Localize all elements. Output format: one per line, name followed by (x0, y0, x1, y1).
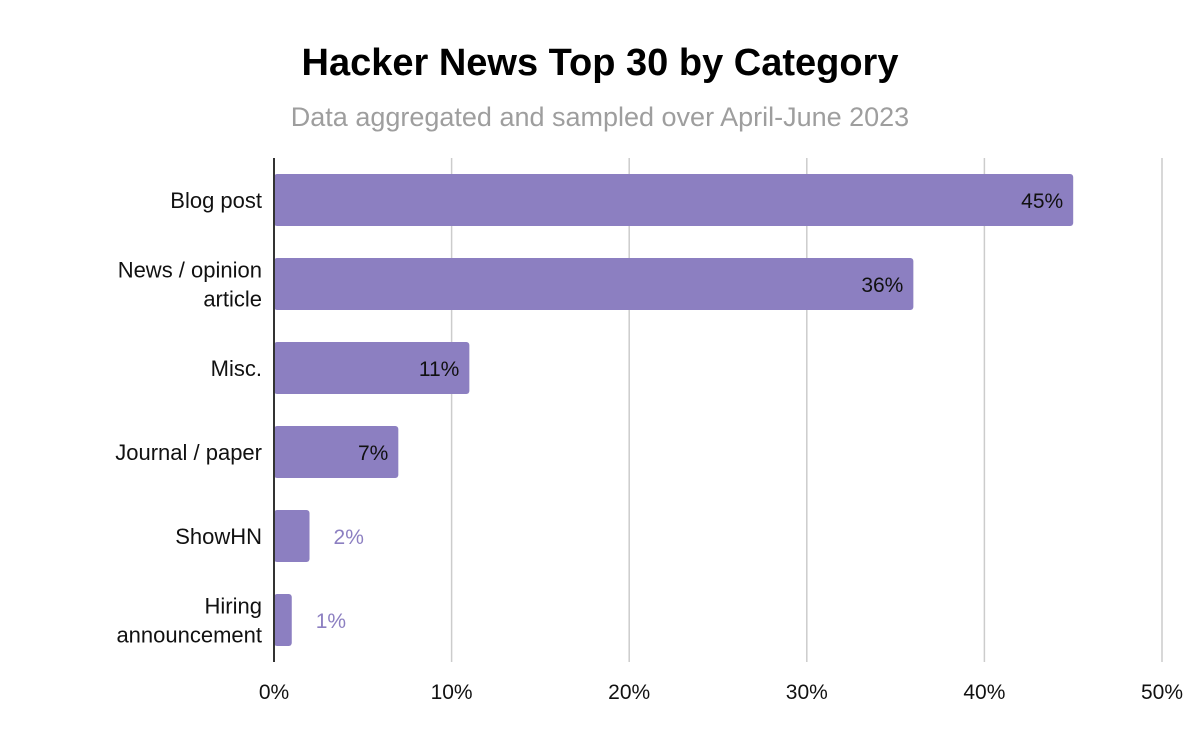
bar (274, 594, 292, 646)
x-tick-label: 30% (786, 681, 828, 704)
x-tick-label: 10% (431, 681, 473, 704)
bar-value-label: 45% (1021, 190, 1063, 213)
chart-title: Hacker News Top 30 by Category (302, 42, 899, 84)
bar (274, 426, 399, 478)
bar (274, 510, 310, 562)
bar-value-label: 36% (861, 274, 903, 297)
x-tick-label: 20% (608, 681, 650, 704)
category-label: News / opinion article (118, 258, 262, 312)
x-tick-label: 0% (259, 681, 289, 704)
category-label: ShowHN (175, 524, 262, 549)
x-tick-label: 40% (963, 681, 1005, 704)
bar (274, 258, 914, 310)
bar (274, 174, 1074, 226)
category-label: Hiring announcement (116, 594, 262, 648)
bars: 45% 36% 11% 7% 2% 1% (274, 174, 1074, 646)
category-label: Journal / paper (115, 440, 262, 465)
x-tick-labels: 0% 10% 20% 30% 40% 50% (259, 681, 1183, 704)
chart-subtitle: Data aggregated and sampled over April-J… (291, 102, 909, 132)
bar-value-label: 1% (316, 610, 346, 633)
x-tick-label: 50% (1141, 681, 1183, 704)
bar-value-label: 2% (334, 526, 364, 549)
category-label: Misc. (211, 356, 262, 381)
bar (274, 342, 470, 394)
gridlines (450, 158, 1163, 662)
bar-value-label: 7% (358, 442, 388, 465)
category-label: Blog post (170, 188, 262, 213)
bar-value-label: 11% (419, 358, 459, 381)
category-labels: Blog post News / opinion article Misc. Journ… (115, 188, 262, 648)
